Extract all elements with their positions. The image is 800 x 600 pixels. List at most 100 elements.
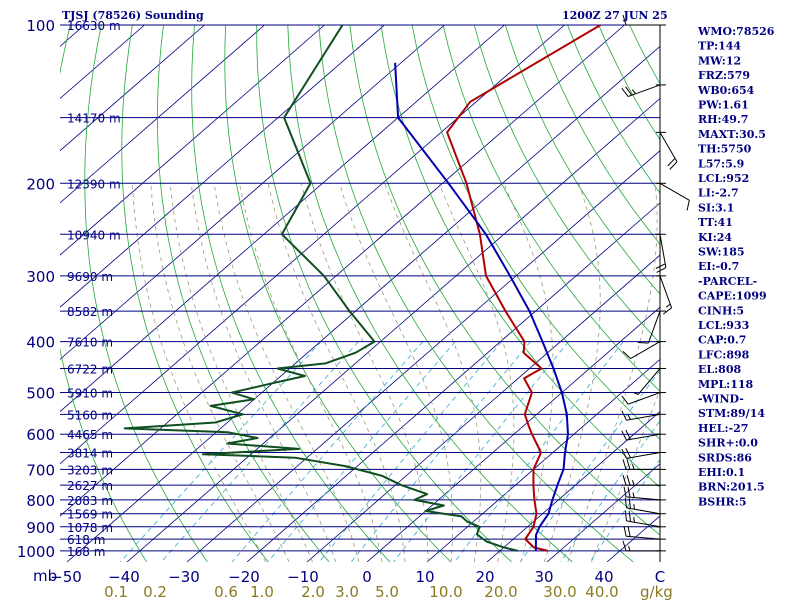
wind-barb (621, 84, 666, 97)
index-item: HEL:-27 (698, 422, 748, 435)
mixing-ratio-line (120, 341, 322, 562)
wind-half-feather (633, 392, 639, 395)
wind-feather (669, 161, 678, 170)
wind-barb (622, 459, 666, 470)
wind-barb (622, 475, 666, 486)
wind-half-feather (665, 303, 671, 308)
axis-labels: 16630 m 14170 m 12390 m 10940 m 9690 m 8582 m… (17, 17, 775, 600)
wind-feather (621, 430, 627, 441)
moist-adiabat (267, 183, 406, 562)
isotherm (60, 25, 205, 152)
mixing-ratio-line (267, 341, 456, 562)
temperature-tick: C (655, 568, 665, 586)
dry-adiabat (224, 25, 452, 562)
temperature-tick: −40 (108, 568, 140, 586)
wind-feather (662, 307, 672, 315)
pressure-tick: 600 (26, 426, 55, 444)
wind-half-feather (633, 517, 635, 523)
wind-staff (627, 392, 661, 405)
index-item: KI:24 (698, 231, 732, 244)
height-label: 618 m (67, 533, 105, 547)
height-label: 2083 m (67, 494, 113, 508)
index-item: STM:89/14 (698, 407, 765, 420)
height-label: 1569 m (67, 508, 113, 522)
mixing-ratio-tick: 5.0 (375, 583, 399, 600)
wind-feather (655, 263, 666, 269)
wind-feather (621, 87, 629, 97)
dry-adiabat (536, 25, 660, 245)
index-item: TT:41 (698, 216, 733, 229)
moist-adiabat (543, 183, 601, 562)
wind-feather (625, 448, 631, 458)
height-label: 168 m (67, 545, 105, 559)
moist-adiabat (132, 183, 266, 562)
wind-feather (621, 410, 627, 421)
wind-staff (647, 310, 661, 344)
valid-time: 1200Z 27 JUN 25 (562, 9, 668, 22)
index-item: -WIND- (698, 393, 744, 406)
wind-feather (622, 351, 631, 359)
pressure-tick: 800 (26, 492, 55, 510)
wind-half-feather (632, 480, 635, 486)
wind-staff (626, 520, 661, 528)
mixing-ratio-tick: 30.0 (543, 583, 576, 600)
index-item: LCL:952 (698, 172, 749, 185)
isotherm (60, 25, 265, 204)
sounding-traces (123, 25, 602, 552)
height-label: 12390 m (67, 177, 121, 191)
isotherm (60, 25, 325, 256)
index-item: LI:-2.7 (698, 187, 739, 200)
temperature-tick: −10 (287, 568, 319, 586)
mixing-ratio-tick: 2.0 (301, 583, 325, 600)
index-item: SHR+:0.0 (698, 437, 758, 450)
dry-adiabat (60, 25, 147, 562)
wind-feather (637, 342, 649, 344)
isotherm (60, 25, 445, 360)
pressure-tick: 300 (26, 268, 55, 286)
wind-feather (624, 510, 627, 521)
wind-barb (637, 310, 666, 344)
wind-staff (626, 507, 661, 515)
wind-staff (626, 496, 661, 501)
wind-feather (624, 497, 627, 508)
wind-feather (686, 200, 690, 211)
index-item: WB0:654 (697, 84, 755, 97)
index-item: EHI:0.1 (698, 466, 745, 479)
wind-feather (621, 448, 627, 459)
index-item: SW:185 (698, 246, 745, 259)
trace-0 (446, 25, 602, 552)
height-label: 1078 m (67, 521, 113, 535)
dry-adiabat (442, 25, 660, 392)
wind-feather (625, 429, 631, 440)
wind-half-feather (632, 89, 636, 95)
height-label: 4465 m (67, 428, 113, 442)
temperature-tick: 10 (415, 568, 434, 586)
isotherm (60, 25, 505, 413)
wind-feather (667, 157, 676, 167)
wind-half-feather (627, 414, 631, 420)
index-item: FRZ:579 (698, 69, 750, 82)
mixing-ratio-line (589, 458, 660, 562)
temperature-tick: 40 (594, 568, 613, 586)
wind-staff (659, 234, 667, 268)
isotherm (246, 202, 660, 562)
mixing-ratio-line (318, 341, 503, 562)
index-item: SI:3.1 (698, 201, 734, 214)
pressure-tick: 1000 (17, 543, 55, 561)
moist-adiabat (239, 183, 383, 562)
wind-barb (623, 486, 666, 501)
temperature-tick: 0 (362, 568, 372, 586)
dry-adiabat (156, 25, 330, 562)
height-label: 6722 m (67, 363, 113, 377)
wind-staff (627, 84, 661, 97)
index-item: -PARCEL- (698, 275, 757, 288)
trace-2 (394, 62, 569, 551)
height-label: 9690 m (67, 270, 113, 284)
mixing-ratio-tick: 20.0 (484, 583, 517, 600)
temperature-tick: −50 (50, 568, 82, 586)
mixing-ratio-tick: 3.0 (335, 583, 359, 600)
mixing-ratio-line (231, 341, 424, 562)
isobars (60, 24, 660, 552)
wind-feather (626, 475, 631, 486)
